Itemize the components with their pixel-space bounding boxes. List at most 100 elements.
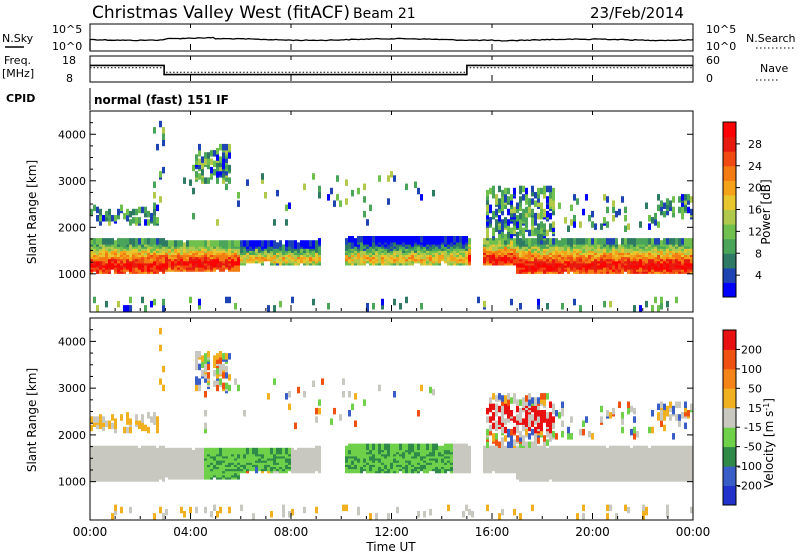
velocity-cell — [432, 388, 435, 396]
velocity-cell — [450, 443, 453, 451]
power-cell — [645, 238, 648, 245]
power-cell — [630, 246, 633, 253]
power-cell — [591, 238, 594, 245]
power-cell — [147, 256, 150, 264]
power-cell — [387, 175, 390, 182]
power-cell — [126, 305, 129, 312]
power-cell — [126, 208, 129, 216]
power-cell — [666, 208, 669, 216]
power-cell — [492, 185, 495, 193]
power-cell — [117, 208, 120, 216]
colorbar-tick-label: 8 — [755, 247, 762, 260]
power-cell — [228, 296, 231, 304]
power-cell — [381, 298, 384, 306]
velocity-cell — [165, 447, 168, 455]
velocity-cell — [102, 475, 105, 482]
power-cell — [189, 261, 192, 268]
velocity-cell — [378, 443, 381, 451]
power-cell — [498, 227, 501, 235]
velocity-cell — [153, 513, 156, 520]
velocity-cell — [198, 447, 201, 455]
velocity-cell — [207, 464, 210, 472]
power-cell — [171, 240, 174, 247]
power-cell — [654, 219, 657, 226]
velocity-cell — [237, 468, 240, 476]
velocity-cell — [390, 443, 393, 451]
velocity-cell — [387, 513, 390, 520]
velocity-cell — [300, 460, 303, 467]
power-cell — [519, 185, 522, 193]
velocity-cell — [534, 445, 537, 453]
power-cell — [513, 210, 516, 218]
velocity-cell — [447, 504, 450, 512]
power-cell — [222, 152, 225, 159]
power-cell — [93, 238, 96, 245]
velocity-cell — [132, 471, 135, 478]
power-cell — [111, 238, 114, 245]
power-cell — [591, 210, 594, 218]
velocity-cell — [207, 447, 210, 455]
power-cell — [660, 204, 663, 212]
velocity-cell — [522, 439, 525, 446]
velocity-cell — [420, 384, 423, 392]
power-cell — [510, 206, 513, 214]
power-cell — [198, 158, 201, 165]
power-cell — [144, 210, 147, 218]
power-cell — [678, 244, 681, 251]
cpid-label: CPID — [6, 92, 35, 105]
power-cell — [663, 238, 666, 245]
power-cell — [315, 250, 318, 258]
power-cell — [513, 238, 516, 245]
velocity-cell — [468, 445, 471, 453]
power-cell — [165, 240, 168, 247]
velocity-cell — [369, 513, 372, 520]
power-cell — [549, 223, 552, 230]
power-cell — [504, 233, 507, 241]
power-cell — [690, 242, 693, 249]
velocity-cell — [285, 452, 288, 459]
power-cell — [108, 256, 111, 264]
velocity-cell — [516, 435, 519, 442]
power-cell — [657, 204, 660, 212]
velocity-cell — [201, 355, 204, 362]
power-cell — [519, 212, 522, 220]
power-cell — [114, 265, 117, 272]
velocity-cell — [525, 468, 528, 476]
velocity-cell — [207, 351, 210, 358]
power-cell — [204, 240, 207, 247]
velocity-cell — [396, 506, 399, 514]
velocity-cell — [129, 445, 132, 453]
power-cell — [687, 194, 690, 201]
power-cell — [267, 240, 270, 247]
velocity-cell — [552, 407, 555, 415]
velocity-cell — [375, 443, 378, 451]
power-cell — [495, 238, 498, 245]
power-cell — [237, 265, 240, 272]
power-cell — [357, 252, 360, 260]
power-cell — [603, 194, 606, 201]
power-cell — [420, 236, 423, 243]
power-cell — [663, 202, 666, 209]
power-cell — [573, 194, 576, 201]
power-cell — [150, 246, 153, 253]
power-cell — [372, 240, 375, 247]
velocity-cell — [489, 428, 492, 436]
velocity-cell — [267, 393, 270, 400]
power-cell — [546, 238, 549, 245]
velocity-cell — [492, 433, 495, 440]
velocity-cell — [147, 412, 150, 419]
velocity-cell — [495, 439, 498, 446]
velocity-cell — [549, 431, 552, 438]
power-cell — [543, 238, 546, 245]
power-cell — [285, 240, 288, 247]
velocity-cell — [162, 513, 165, 520]
power-cell — [216, 154, 219, 161]
power-cell — [609, 252, 612, 260]
velocity-cell — [381, 443, 384, 451]
velocity-cell — [90, 416, 93, 423]
power-cell — [579, 261, 582, 268]
power-cell — [153, 254, 156, 262]
power-cell — [549, 192, 552, 199]
power-cell — [153, 263, 156, 270]
power-cell — [627, 238, 630, 245]
